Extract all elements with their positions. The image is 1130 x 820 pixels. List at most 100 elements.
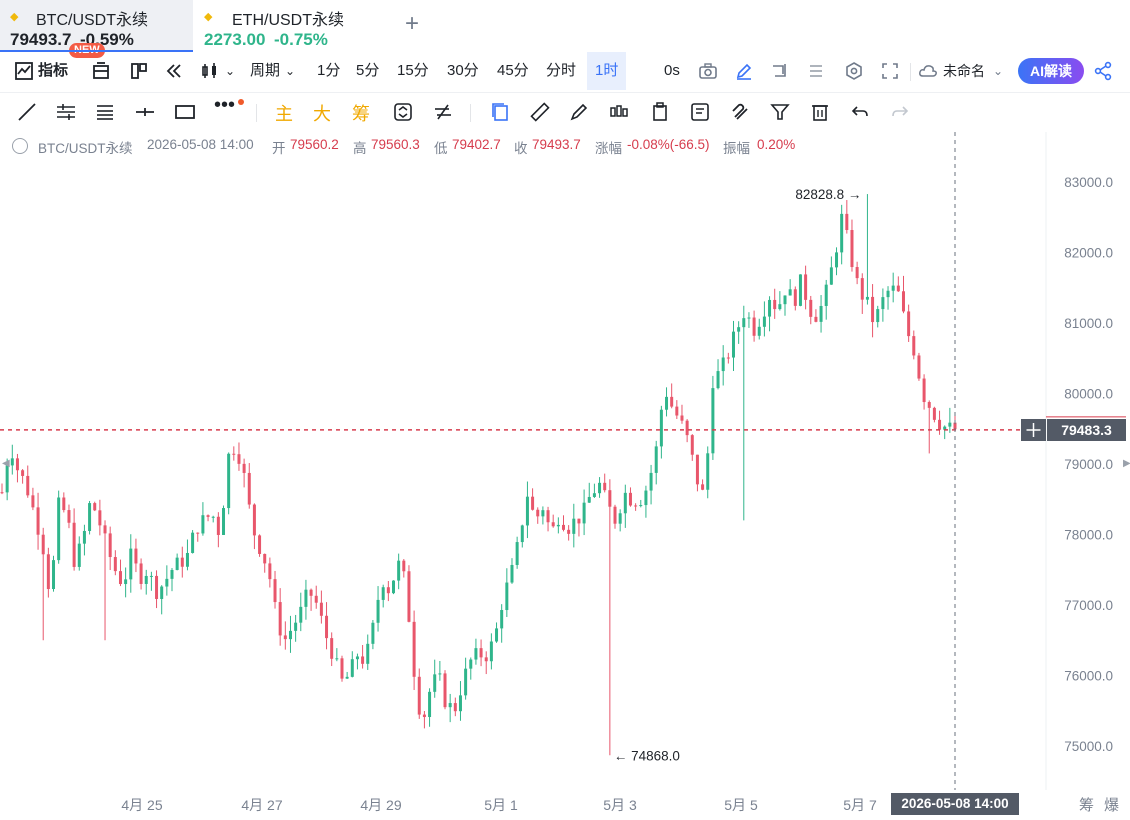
fibonacci-icon[interactable] xyxy=(94,101,116,123)
tab-btc-usdt[interactable]: ◆ BTC/USDT永续 79493.7 -0.59% NEW xyxy=(0,0,193,58)
liquidation-toggle[interactable]: 爆 xyxy=(1104,797,1120,814)
candle-body xyxy=(747,317,751,319)
symbol-tabs: ◆ BTC/USDT永续 79493.7 -0.59% NEW ◆ ETH/US… xyxy=(0,0,1130,58)
chevron-down-icon[interactable]: ⌄ xyxy=(225,64,236,78)
candle-body xyxy=(495,628,499,642)
candle-body xyxy=(500,610,504,629)
crosshair-add-button[interactable] xyxy=(1021,419,1046,441)
chips-toggle[interactable]: 筹 xyxy=(1079,797,1095,814)
low-value: 79402.7 xyxy=(452,137,501,152)
indicator-icon[interactable] xyxy=(14,61,34,81)
candle-body xyxy=(118,571,122,585)
big-order-button[interactable]: 大 xyxy=(313,104,331,124)
candle-body xyxy=(793,289,797,306)
brush-icon[interactable] xyxy=(568,101,590,123)
candle-body xyxy=(350,659,354,677)
interval-time-sharing[interactable]: 分时 xyxy=(546,62,577,79)
candle-body xyxy=(448,703,452,708)
candle-body xyxy=(232,453,236,455)
parallel-channel-icon[interactable] xyxy=(55,101,77,123)
filter-icon[interactable] xyxy=(769,101,791,123)
candle-body xyxy=(567,529,571,534)
candlestick-type-icon[interactable] xyxy=(200,61,220,81)
rectangle-icon[interactable] xyxy=(174,101,196,123)
layout-icon[interactable] xyxy=(129,61,149,81)
interval-45m[interactable]: 45分 xyxy=(497,62,529,79)
interval-5m[interactable]: 5分 xyxy=(356,62,380,79)
candle-body xyxy=(927,402,931,408)
candle-body xyxy=(458,695,462,712)
indicators-button[interactable]: 指标 xyxy=(38,62,69,79)
chevron-down-icon[interactable]: ⌄ xyxy=(285,64,296,78)
interval-30m[interactable]: 30分 xyxy=(447,62,479,79)
candle-body xyxy=(0,492,4,494)
candle-body xyxy=(582,502,586,524)
candle-body xyxy=(505,582,509,611)
ai-interpret-button[interactable]: AI解读 xyxy=(1018,58,1084,84)
scroll-left-icon[interactable]: ◀ xyxy=(2,458,10,469)
interval-1h[interactable]: 1时 xyxy=(587,52,627,90)
high-value: 79560.3 xyxy=(371,137,420,152)
candle-body xyxy=(551,522,555,527)
chips-button[interactable]: 筹 xyxy=(352,104,370,124)
candle-body xyxy=(201,515,205,534)
replace-icon[interactable] xyxy=(392,101,414,123)
interval-1m[interactable]: 1分 xyxy=(317,62,341,79)
candle-body xyxy=(304,589,308,607)
undo-icon[interactable] xyxy=(849,101,871,123)
candle-body xyxy=(876,309,880,323)
candle-body xyxy=(41,534,45,555)
candle-body xyxy=(273,579,277,603)
pen-icon[interactable] xyxy=(734,61,754,81)
kline-pattern-icon[interactable] xyxy=(608,101,630,123)
candle-body xyxy=(561,524,565,530)
trend-line-icon[interactable] xyxy=(16,101,38,123)
horizontal-line-icon[interactable] xyxy=(134,101,156,123)
add-tab-plus-icon[interactable]: + xyxy=(405,10,420,37)
candle-body xyxy=(768,299,772,317)
fullscreen-icon[interactable] xyxy=(880,61,900,81)
share-icon[interactable] xyxy=(1093,61,1113,81)
candle-body xyxy=(52,560,56,590)
compare-icon[interactable] xyxy=(432,101,454,123)
copy-icon[interactable] xyxy=(490,101,512,123)
candle-body xyxy=(211,516,215,518)
info-datetime: 2026-05-08 14:00 xyxy=(147,137,254,152)
note-icon[interactable] xyxy=(689,101,711,123)
candle-body xyxy=(943,426,947,430)
candle-body xyxy=(175,557,179,570)
candle-body xyxy=(860,278,864,300)
tab-eth-usdt[interactable]: ◆ ETH/USDT永续 2273.00 -0.75% xyxy=(194,0,384,52)
trash-icon[interactable] xyxy=(809,101,831,123)
candle-body xyxy=(510,564,514,583)
more-tools-icon[interactable]: ••• xyxy=(214,94,236,116)
candle-body xyxy=(762,316,766,327)
settings-icon[interactable] xyxy=(844,61,864,81)
crop-icon[interactable] xyxy=(770,61,790,81)
main-force-button[interactable]: 主 xyxy=(275,104,293,124)
candle-body xyxy=(278,602,282,636)
layout-name[interactable]: 未命名 xyxy=(943,63,985,79)
clipboard-icon[interactable] xyxy=(649,101,671,123)
scroll-right-icon[interactable]: ▶ xyxy=(1123,458,1130,469)
replay-icon[interactable] xyxy=(164,61,184,81)
interval-15m[interactable]: 15分 xyxy=(397,62,429,79)
camera-icon[interactable] xyxy=(698,61,718,81)
collapse-chevron-icon[interactable] xyxy=(12,138,28,154)
template-icon[interactable] xyxy=(91,61,111,81)
open-label: 开 xyxy=(272,141,286,156)
candle-body xyxy=(355,656,359,660)
candle-body xyxy=(149,575,153,577)
candle-body xyxy=(252,504,256,536)
magnet-icon[interactable] xyxy=(729,101,751,123)
candle-body xyxy=(737,327,741,332)
period-button[interactable]: 周期 xyxy=(250,62,281,79)
ruler-icon[interactable] xyxy=(529,101,551,123)
redo-icon[interactable] xyxy=(889,101,911,123)
candle-body xyxy=(170,569,174,579)
list-icon[interactable] xyxy=(806,61,826,81)
cloud-icon[interactable] xyxy=(918,61,938,81)
candle-body xyxy=(886,290,890,298)
chevron-down-icon[interactable]: ⌄ xyxy=(993,64,1004,78)
